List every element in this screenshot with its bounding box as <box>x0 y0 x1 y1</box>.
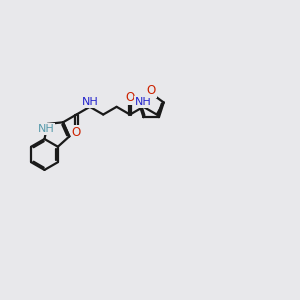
Text: NH: NH <box>135 97 152 107</box>
Text: O: O <box>147 84 156 97</box>
Text: NH: NH <box>82 97 98 107</box>
Text: NH: NH <box>38 124 55 134</box>
Text: O: O <box>72 125 81 139</box>
Text: O: O <box>125 91 135 103</box>
